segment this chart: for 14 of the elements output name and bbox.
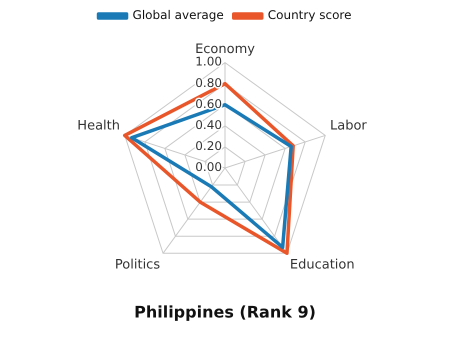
y-tick-label: 0.20 bbox=[195, 139, 222, 154]
y-tick-label: 1.00 bbox=[195, 54, 222, 69]
legend-label: Global average bbox=[132, 8, 224, 22]
text: Philippines (Rank 9) bbox=[134, 302, 316, 322]
spoke-label: Labor bbox=[330, 118, 368, 134]
spoke-label: Education bbox=[290, 257, 355, 272]
legend-label: Country score bbox=[268, 8, 352, 22]
spoke-label: Economy bbox=[195, 42, 256, 58]
spoke-label: Politics bbox=[114, 257, 160, 272]
y-tick-label: 0.60 bbox=[195, 96, 222, 111]
spoke-label: Health bbox=[77, 118, 120, 134]
y-tick-label: 0.80 bbox=[195, 76, 222, 90]
y-tick-label: 0.40 bbox=[195, 118, 222, 132]
y-tick-label: 0.00 bbox=[195, 160, 222, 174]
